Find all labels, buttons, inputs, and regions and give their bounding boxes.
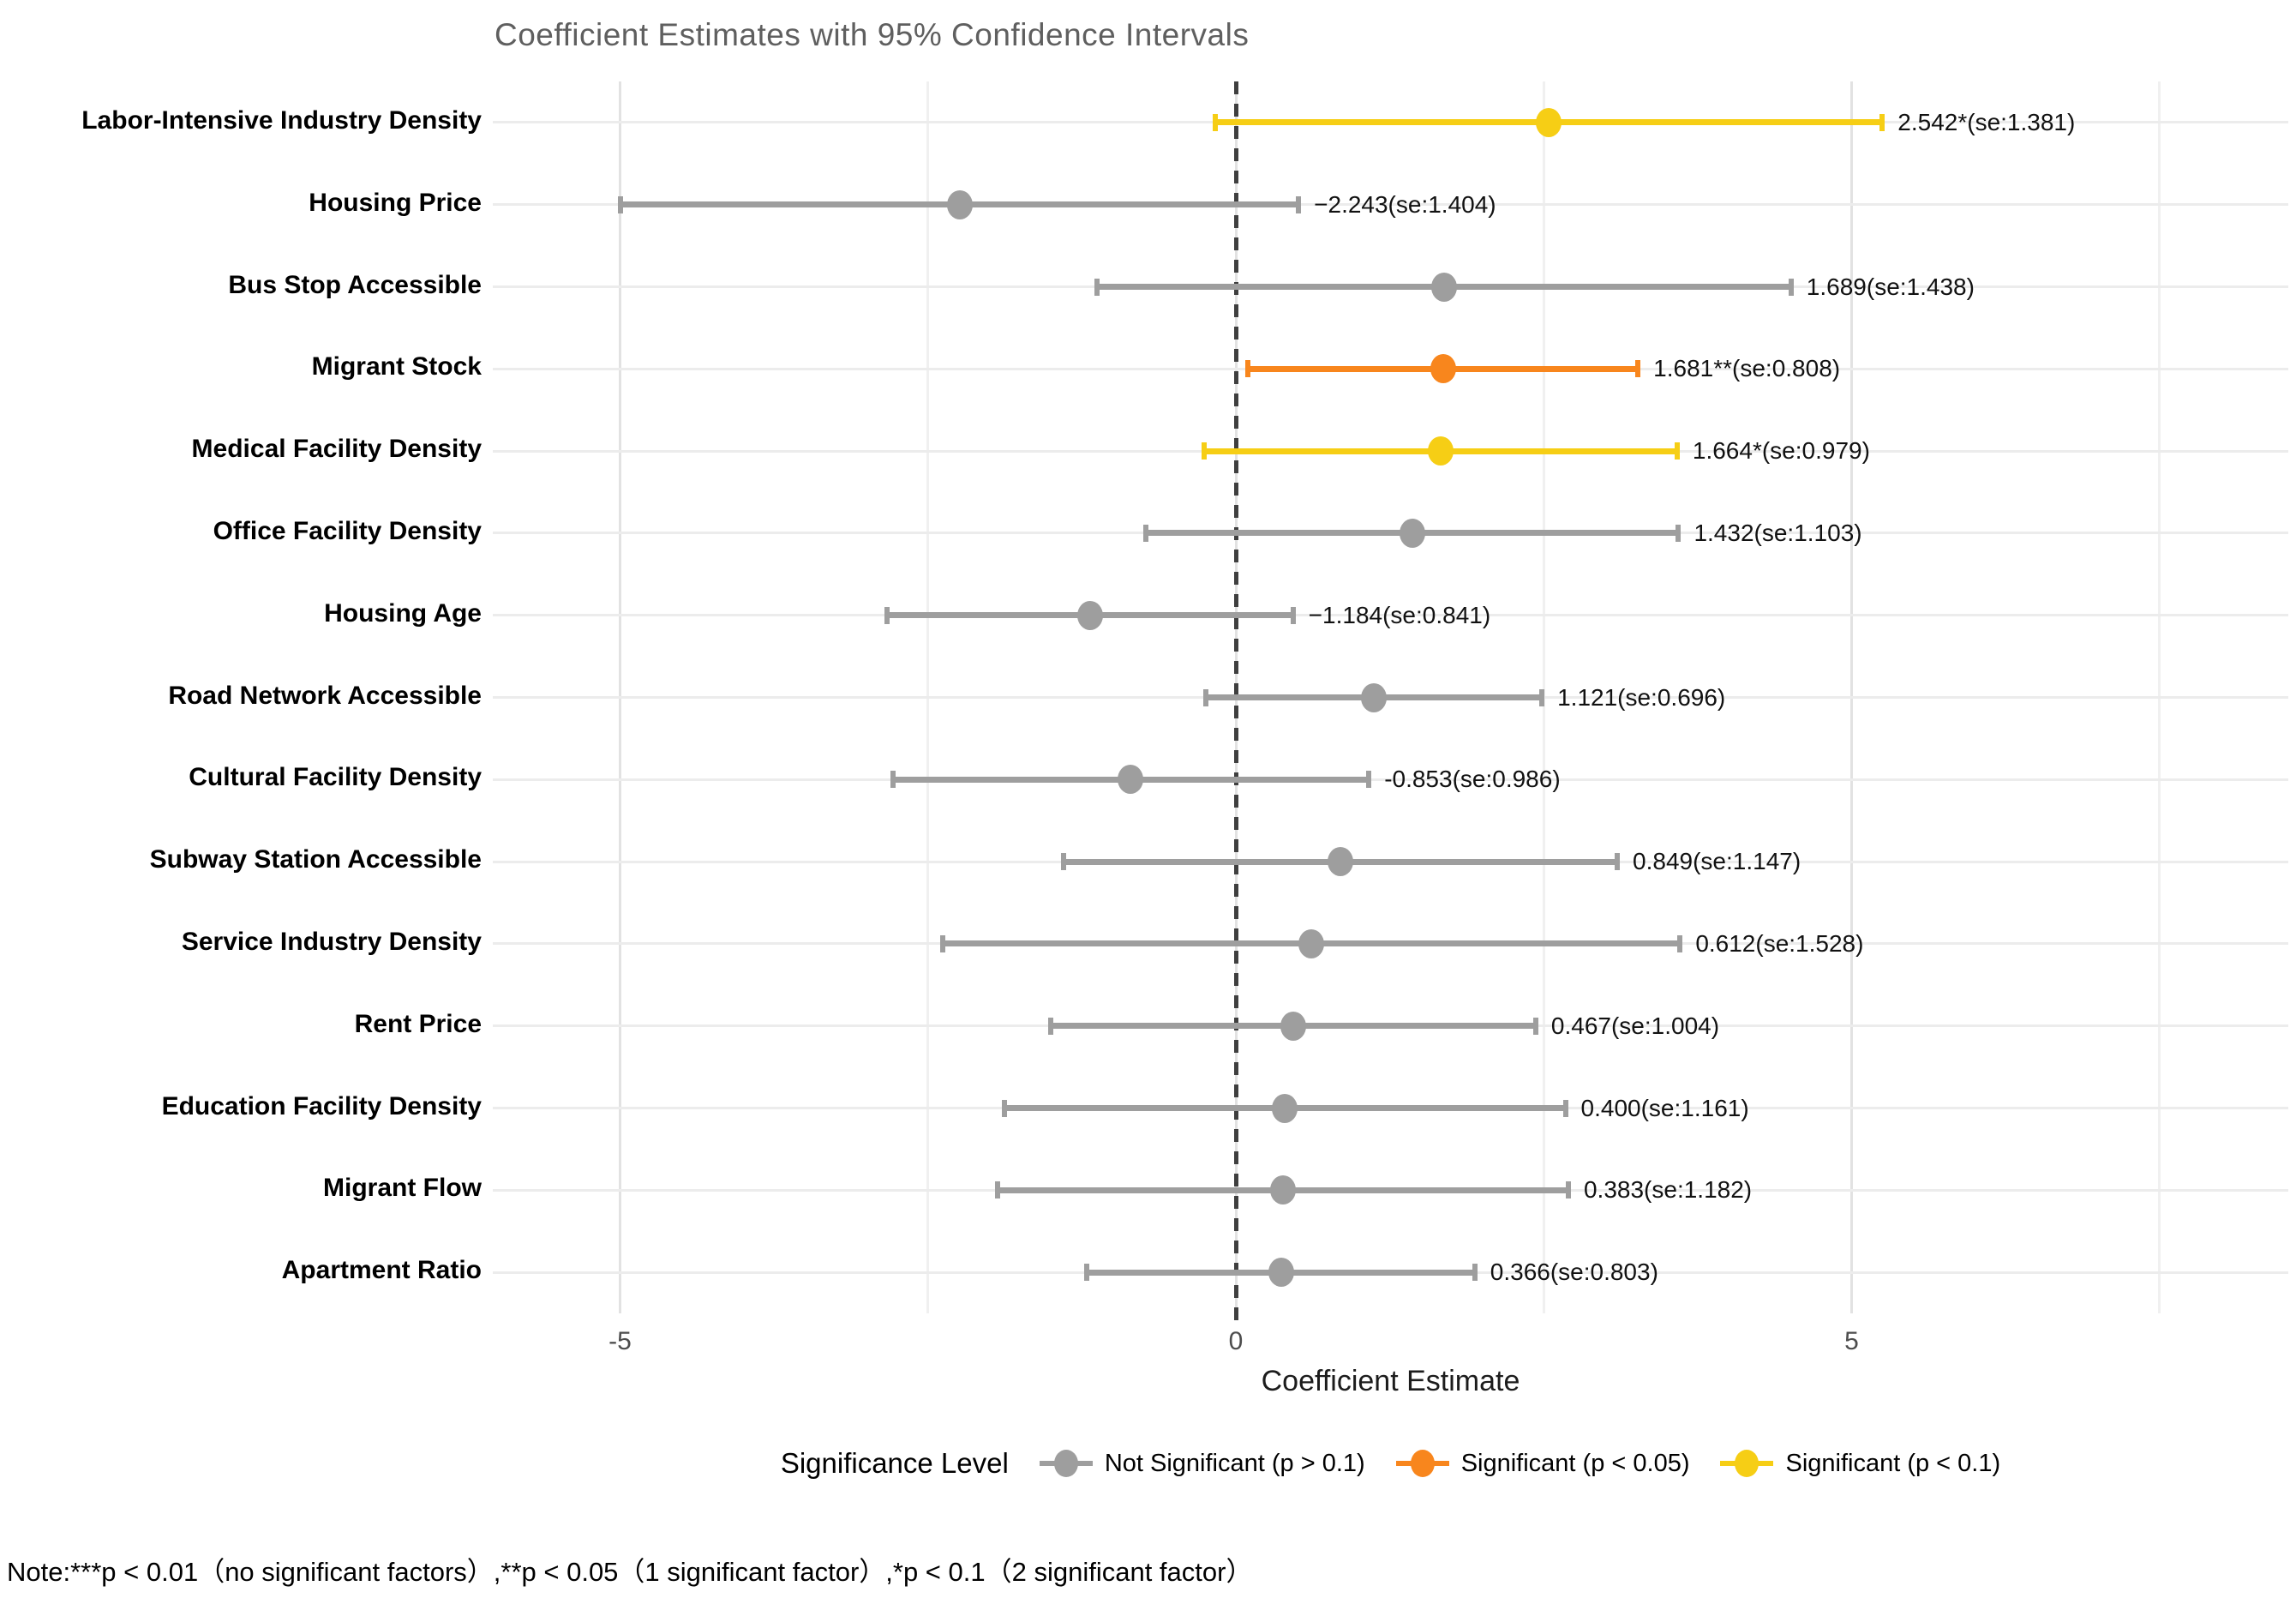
ci-lower-cap — [1048, 1017, 1054, 1035]
y-axis-category-label: Education Facility Density — [161, 1091, 482, 1120]
estimate-value-label: -0.853(se:0.986) — [1384, 766, 1561, 793]
ci-lower-cap — [1202, 442, 1208, 460]
ci-lower-cap — [1002, 1099, 1008, 1117]
y-axis-category-label: Rent Price — [354, 1009, 482, 1038]
y-axis-category-label: Cultural Facility Density — [189, 763, 482, 792]
point-estimate — [1076, 600, 1103, 630]
y-axis-category-label: Medical Facility Density — [191, 435, 482, 464]
legend: Significance Level Not Significant (p > … — [493, 1447, 2288, 1480]
ci-upper-cap — [1676, 524, 1682, 542]
legend-item-label: Significant (p < 0.05) — [1460, 1449, 1690, 1477]
ci-upper-cap — [1674, 442, 1680, 460]
point-estimate — [1328, 847, 1353, 877]
ci-lower-cap — [618, 195, 624, 213]
chart-title: Coefficient Estimates with 95% Confidenc… — [495, 17, 1250, 52]
y-axis-category-label: Office Facility Density — [213, 516, 482, 545]
row-gridline — [493, 614, 2288, 617]
estimate-value-label: 0.612(se:1.528) — [1695, 929, 1864, 957]
x-axis-title: Coefficient Estimate — [1261, 1365, 1520, 1397]
point-estimate — [946, 189, 973, 219]
estimate-value-label: −2.243(se:1.404) — [1314, 190, 1496, 218]
legend-item: Significant (p < 0.1) — [1720, 1448, 2000, 1479]
row-gridline — [493, 778, 2288, 781]
legend-item-label: Not Significant (p > 0.1) — [1104, 1449, 1365, 1477]
ci-lower-cap — [1244, 360, 1250, 378]
legend-item: Significant (p < 0.05) — [1395, 1448, 1690, 1479]
ci-lower-cap — [1094, 278, 1100, 296]
ci-lower-cap — [1203, 688, 1209, 706]
ci-upper-cap — [1788, 278, 1794, 296]
point-estimate — [1430, 272, 1457, 302]
y-axis-category-label: Bus Stop Accessible — [228, 270, 482, 299]
estimate-value-label: 1.432(se:1.103) — [1694, 519, 1862, 546]
pointrange-marker-icon — [1720, 1448, 1774, 1479]
y-axis-category-label: Housing Age — [324, 598, 482, 628]
estimate-value-label: 2.542*(se:1.381) — [1897, 108, 2076, 135]
ci-lower-cap — [1060, 853, 1066, 871]
estimate-value-label: 1.664*(se:0.979) — [1692, 437, 1870, 465]
point-estimate — [1272, 1093, 1298, 1123]
point-estimate — [1428, 436, 1454, 466]
estimate-value-label: −1.184(se:0.841) — [1308, 601, 1491, 628]
point-estimate — [1298, 928, 1324, 958]
point-estimate — [1361, 682, 1388, 712]
y-axis-category-label: Migrant Stock — [311, 352, 482, 381]
ci-upper-cap — [1677, 934, 1683, 952]
y-axis-category-label: Apartment Ratio — [281, 1256, 482, 1285]
estimate-value-label: 0.383(se:1.182) — [1583, 1176, 1753, 1204]
y-axis-category-label: Subway Station Accessible — [149, 845, 482, 874]
legend-item: Not Significant (p > 0.1) — [1039, 1448, 1365, 1479]
ci-upper-cap — [1539, 688, 1545, 706]
point-estimate — [1118, 765, 1144, 795]
note-text: Note:***p < 0.01（no significant factors）… — [7, 1557, 1253, 1587]
point-estimate — [1536, 107, 1562, 137]
estimate-value-label: 0.366(se:0.803) — [1490, 1259, 1658, 1286]
point-estimate — [1280, 1011, 1307, 1041]
point-estimate — [1430, 354, 1456, 384]
pointrange-marker-icon — [1395, 1448, 1449, 1479]
point-estimate — [1270, 1175, 1297, 1205]
estimate-value-label: 1.689(se:1.438) — [1806, 273, 1975, 300]
ci-upper-cap — [1472, 1264, 1478, 1282]
estimate-value-label: 0.467(se:1.004) — [1550, 1012, 1720, 1039]
zero-reference-line — [1233, 81, 1238, 1325]
ci-upper-cap — [1296, 195, 1302, 213]
estimate-value-label: 0.400(se:1.161) — [1580, 1094, 1749, 1121]
estimate-value-label: 0.849(se:1.147) — [1633, 848, 1801, 875]
y-axis-category-label: Road Network Accessible — [168, 681, 482, 710]
point-estimate — [1399, 518, 1425, 548]
ci-lower-cap — [1213, 113, 1219, 131]
ci-lower-cap — [1084, 1264, 1090, 1282]
ci-upper-cap — [1366, 771, 1372, 789]
ci-lower-cap — [890, 771, 896, 789]
y-axis-category-label: Labor-Intensive Industry Density — [81, 105, 482, 135]
ci-upper-cap — [1565, 1181, 1571, 1199]
pointrange-marker-icon — [1039, 1448, 1093, 1479]
legend-title: Significance Level — [780, 1447, 1009, 1479]
estimate-value-label: 1.121(se:0.696) — [1557, 683, 1726, 711]
ci-upper-cap — [1635, 360, 1641, 378]
ci-lower-cap — [1143, 524, 1149, 542]
ci-upper-cap — [1562, 1099, 1568, 1117]
y-axis-category-label: Housing Price — [309, 188, 482, 217]
ci-upper-cap — [1532, 1017, 1538, 1035]
ci-lower-cap — [884, 606, 890, 624]
row-gridline — [493, 203, 2288, 207]
ci-upper-cap — [1615, 853, 1621, 871]
x-tick-label: 0 — [1228, 1327, 1244, 1355]
ci-upper-cap — [1290, 606, 1296, 624]
ci-upper-cap — [1879, 113, 1885, 131]
ci-lower-cap — [995, 1181, 1001, 1199]
estimate-value-label: 1.681**(se:0.808) — [1653, 355, 1841, 382]
legend-item-label: Significant (p < 0.1) — [1785, 1449, 2001, 1477]
x-tick-label: -5 — [608, 1327, 632, 1355]
x-tick-label: 5 — [1844, 1327, 1859, 1355]
y-axis-category-label: Service Industry Density — [181, 927, 482, 956]
ci-lower-cap — [939, 934, 945, 952]
point-estimate — [1268, 1258, 1294, 1288]
y-axis-category-label: Migrant Flow — [323, 1174, 482, 1203]
